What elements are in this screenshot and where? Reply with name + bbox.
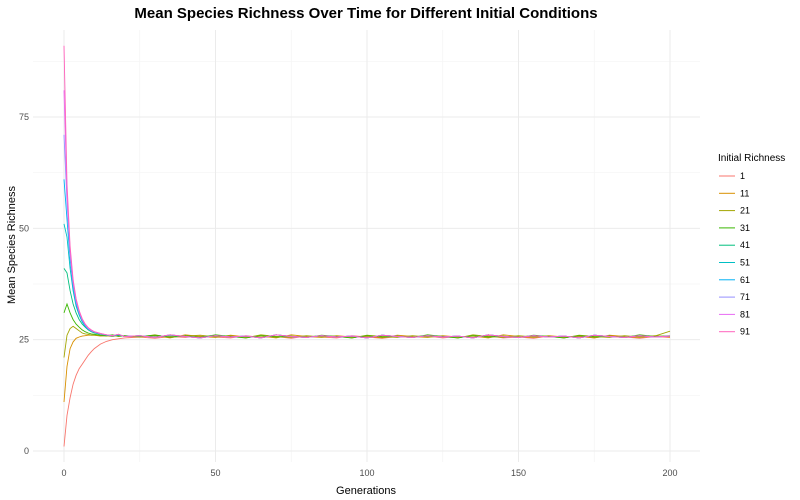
legend-label-81: 81 [740,309,750,319]
x-tick-label: 50 [210,468,220,478]
y-axis-ticks: 0 25 50 75 [19,112,29,456]
legend-label-11: 11 [740,188,749,198]
x-tick-label: 150 [511,468,526,478]
grid [33,30,700,462]
x-axis-label: Generations [336,485,396,497]
series-line-31 [63,302,671,339]
legend-label-71: 71 [740,292,750,302]
x-tick-label: 0 [61,468,66,478]
legend-label-1: 1 [740,171,745,181]
y-axis-label: Mean Species Richness [6,186,18,305]
series-lines [63,45,671,447]
y-tick-label: 0 [24,446,29,456]
legend-label-51: 51 [740,258,750,268]
legend-label-21: 21 [740,206,750,216]
legend-label-91: 91 [740,327,750,337]
chart-title: Mean Species Richness Over Time for Diff… [134,5,597,22]
legend-label-41: 41 [740,240,750,250]
legend-label-61: 61 [740,275,750,285]
legend-title: Initial Richness [718,153,785,164]
x-tick-label: 100 [359,468,374,478]
series-line-91 [63,45,671,339]
y-tick-label: 25 [19,335,29,345]
x-axis-ticks: 0 50 100 150 200 [61,468,677,478]
y-tick-label: 50 [19,223,29,233]
x-tick-label: 200 [662,468,677,478]
y-tick-label: 75 [19,112,29,122]
legend-label-31: 31 [740,223,750,233]
